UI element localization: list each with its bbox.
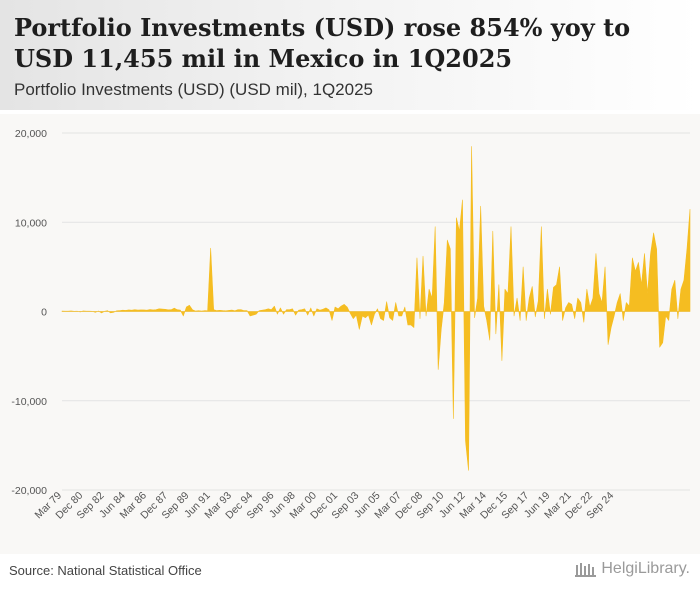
y-tick-label: 0 [41, 307, 47, 319]
y-tick-label: 20,000 [15, 128, 47, 140]
title-banner: Portfolio Investments (USD) rose 854% yo… [0, 0, 700, 110]
logo-text: HelgiLibrary. [601, 560, 690, 577]
y-tick-label: -20,000 [11, 485, 47, 497]
page-title: Portfolio Investments (USD) rose 854% yo… [14, 13, 631, 73]
chart-subtitle: Portfolio Investments (USD) (USD mil), 1… [14, 80, 373, 99]
library-icon [575, 563, 597, 577]
plot-background [0, 114, 700, 554]
y-tick-label: 10,000 [15, 217, 47, 229]
series-area [61, 146, 691, 471]
y-tick-label: -10,000 [11, 396, 47, 408]
source-note: Source: National Statistical Office [9, 563, 202, 578]
helgilibrary-logo[interactable]: HelgiLibrary. [575, 560, 690, 578]
